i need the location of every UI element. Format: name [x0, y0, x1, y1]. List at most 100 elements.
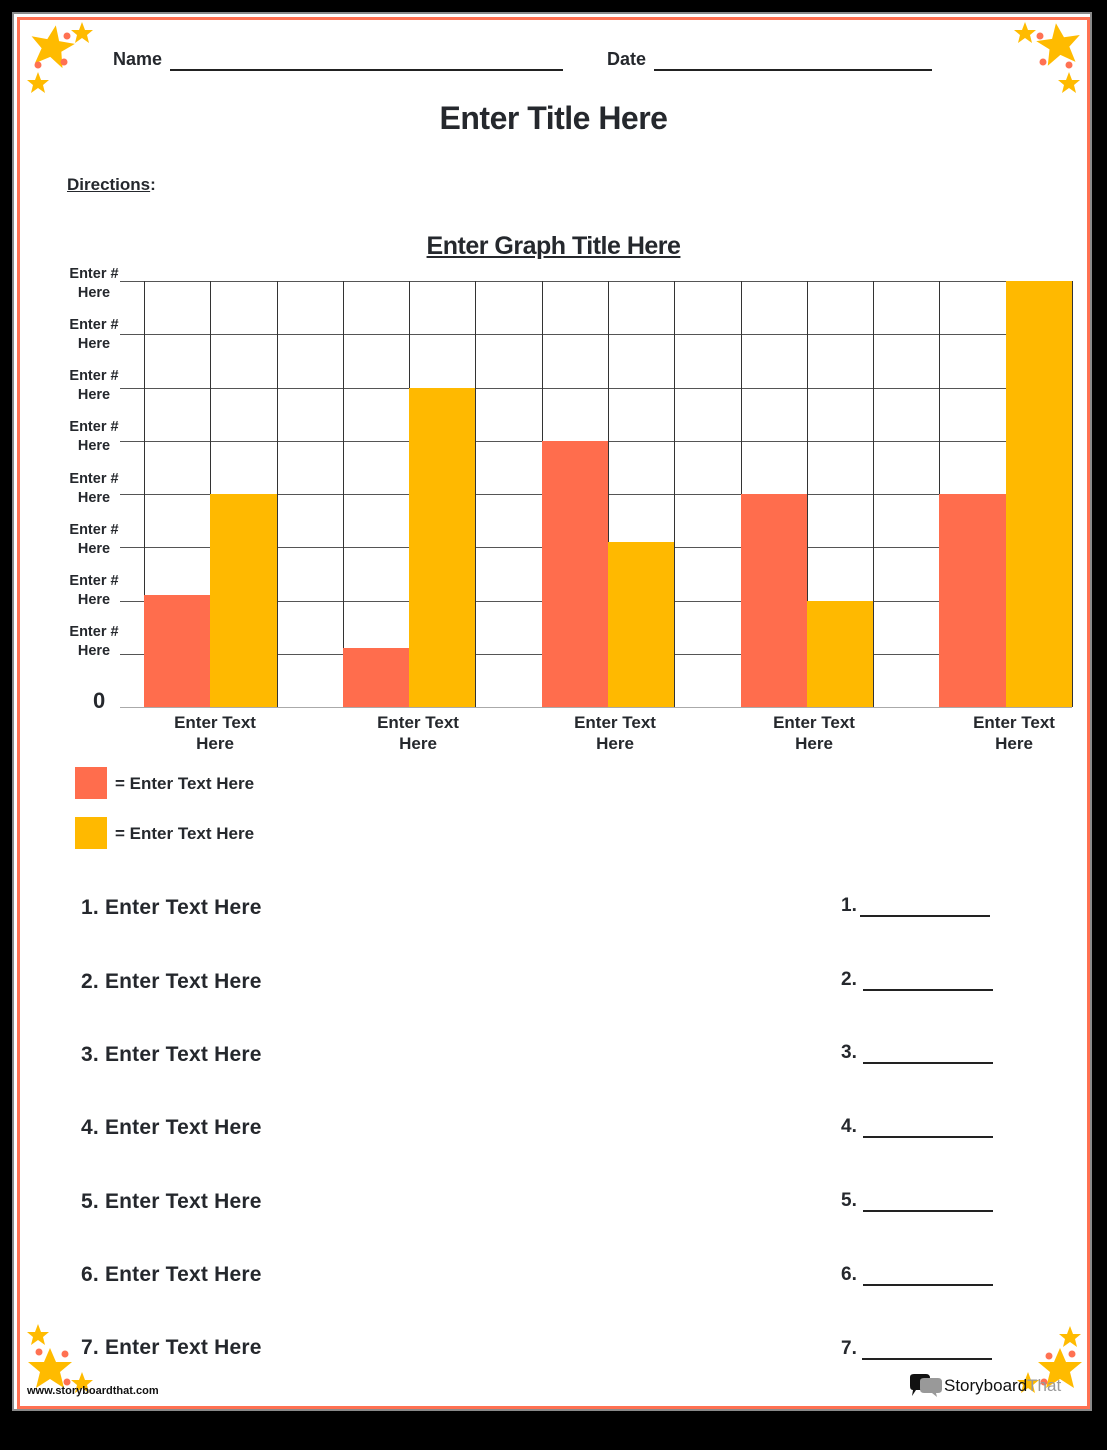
question-item[interactable]: 5. Enter Text Here	[81, 1190, 262, 1213]
legend-swatch-yellow	[75, 817, 107, 849]
y-tick-label[interactable]: Enter # Here	[64, 623, 124, 661]
gridline-vertical	[144, 281, 145, 707]
x-label-line2: Here	[399, 734, 437, 753]
answer-number: 5.	[841, 1190, 857, 1211]
star-cluster-top-right-icon	[1014, 22, 1080, 93]
x-axis-label[interactable]: Enter Text Here	[545, 712, 685, 754]
answer-blank[interactable]	[863, 1284, 993, 1286]
directions-text: Directions	[67, 175, 151, 194]
y-tick-line2: Here	[77, 490, 111, 506]
footer-url[interactable]: www.storyboardthat.com	[27, 1385, 159, 1397]
y-tick-line1: Enter #	[69, 522, 119, 538]
bar-orange[interactable]	[144, 595, 211, 707]
answer-blank[interactable]	[863, 1210, 993, 1212]
bar-orange[interactable]	[939, 494, 1006, 707]
x-axis-label[interactable]: Enter Text Here	[744, 712, 884, 754]
question-item[interactable]: 7. Enter Text Here	[81, 1336, 262, 1359]
answer-number: 3.	[841, 1042, 857, 1063]
directions-colon: :	[150, 175, 156, 194]
y-tick-label[interactable]: Enter # Here	[64, 521, 124, 559]
star-cluster-bottom-right-icon	[1017, 1326, 1082, 1393]
question-item[interactable]: 2. Enter Text Here	[81, 970, 262, 993]
x-label-line1: Enter Text	[174, 713, 256, 732]
y-tick-line1: Enter #	[69, 266, 119, 282]
legend-swatch-orange	[75, 767, 107, 799]
gridline-vertical	[1072, 281, 1073, 707]
x-label-line1: Enter Text	[973, 713, 1055, 732]
answer-blank[interactable]	[863, 989, 993, 991]
y-tick-line2: Here	[77, 643, 111, 659]
worksheet-page	[12, 12, 1092, 1411]
y-tick-label[interactable]: Enter # Here	[64, 572, 124, 610]
legend-label-yellow[interactable]: = Enter Text Here	[115, 824, 255, 843]
x-axis-label[interactable]: Enter Text Here	[145, 712, 285, 754]
y-tick-line1: Enter #	[69, 317, 119, 333]
y-tick-line1: Enter #	[69, 471, 119, 487]
gridline-vertical	[276, 281, 278, 707]
y-tick-line2: Here	[77, 438, 111, 454]
x-axis-label[interactable]: Enter Text Here	[944, 712, 1084, 754]
y-tick-line2: Here	[77, 387, 111, 403]
x-label-line1: Enter Text	[377, 713, 459, 732]
answer-blank[interactable]	[863, 1136, 993, 1138]
name-input-line[interactable]	[170, 69, 563, 71]
y-tick-label[interactable]: Enter # Here	[64, 316, 124, 354]
gridline-vertical	[674, 281, 676, 707]
gridline-horizontal	[120, 387, 1072, 389]
y-tick-label[interactable]: Enter # Here	[64, 470, 124, 508]
bar-orange[interactable]	[541, 440, 608, 707]
bar-orange[interactable]	[342, 648, 410, 707]
y-zero-label: 0	[93, 688, 106, 713]
y-tick-label[interactable]: Enter # Here	[64, 265, 124, 303]
answer-blank[interactable]	[860, 915, 990, 917]
answer-blank[interactable]	[862, 1358, 992, 1360]
bar-yellow[interactable]	[1005, 281, 1072, 707]
question-item[interactable]: 6. Enter Text Here	[81, 1263, 262, 1286]
x-label-line2: Here	[995, 734, 1033, 753]
date-label: Date	[607, 49, 647, 69]
graph-title[interactable]: Enter Graph Title Here	[426, 232, 681, 260]
gridline-vertical	[475, 281, 477, 707]
answer-blank[interactable]	[863, 1062, 993, 1064]
speech-bubbles-icon	[910, 1374, 942, 1397]
question-item[interactable]: 4. Enter Text Here	[81, 1116, 262, 1139]
gridline-horizontal	[120, 281, 1072, 282]
bar-orange[interactable]	[740, 494, 807, 707]
date-input-line[interactable]	[654, 69, 932, 71]
logo-text-that: That	[1027, 1376, 1062, 1395]
storyboardthat-logo[interactable]: Storyboard That	[908, 1374, 1061, 1398]
y-tick-line1: Enter #	[69, 419, 119, 435]
y-tick-line2: Here	[77, 541, 111, 557]
answer-number: 7.	[841, 1338, 857, 1359]
bar-yellow[interactable]	[608, 541, 675, 707]
star-cluster-bottom-left-icon	[27, 1324, 93, 1393]
legend-label-orange[interactable]: = Enter Text Here	[115, 774, 255, 793]
x-label-line2: Here	[596, 734, 634, 753]
y-tick-line2: Here	[77, 336, 111, 352]
x-axis-label[interactable]: Enter Text Here	[348, 712, 488, 754]
answer-number: 4.	[841, 1116, 857, 1137]
answer-number: 6.	[841, 1264, 857, 1285]
question-item[interactable]: 3. Enter Text Here	[81, 1043, 262, 1066]
question-item[interactable]: 1. Enter Text Here	[81, 896, 262, 919]
gridline-vertical	[608, 281, 609, 707]
bar-yellow[interactable]	[806, 600, 874, 707]
page-title[interactable]: Enter Title Here	[439, 100, 668, 136]
gridline-vertical	[806, 281, 808, 707]
x-label-line1: Enter Text	[773, 713, 855, 732]
y-tick-line1: Enter #	[69, 573, 119, 589]
y-tick-line1: Enter #	[69, 624, 119, 640]
name-label: Name	[113, 49, 163, 69]
answer-number: 2.	[841, 969, 857, 990]
bar-yellow[interactable]	[409, 387, 476, 707]
answer-number: 1.	[841, 895, 857, 916]
star-cluster-top-left-icon	[27, 22, 93, 93]
y-tick-line2: Here	[77, 592, 111, 608]
x-label-line2: Here	[196, 734, 234, 753]
bar-yellow[interactable]	[210, 494, 277, 707]
y-tick-label[interactable]: Enter # Here	[64, 367, 124, 405]
x-label-line2: Here	[795, 734, 833, 753]
y-tick-label[interactable]: Enter # Here	[64, 418, 124, 456]
y-tick-line1: Enter #	[69, 368, 119, 384]
directions-label: Directions:	[67, 175, 156, 195]
